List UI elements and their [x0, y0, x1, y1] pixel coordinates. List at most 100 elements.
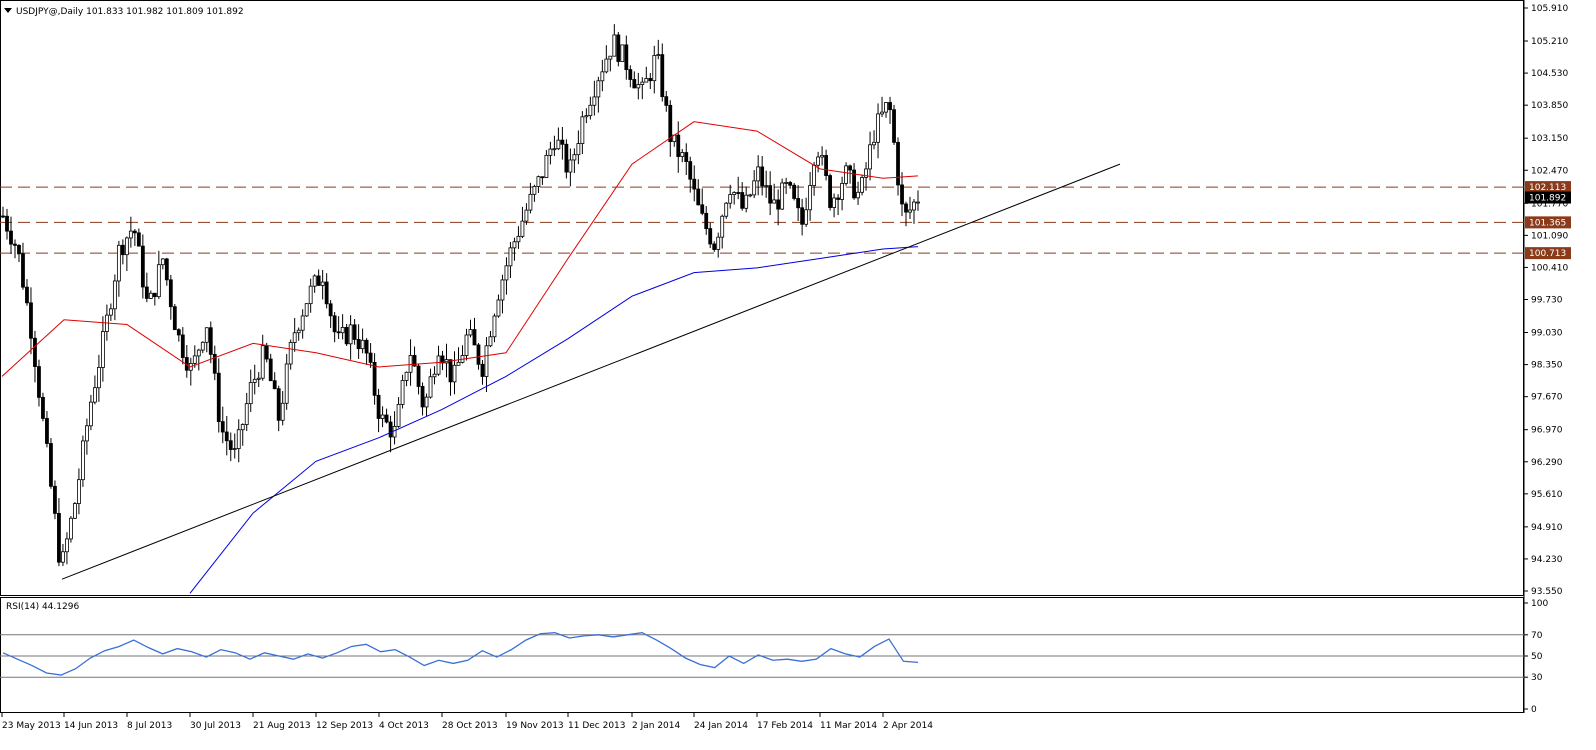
candle-body: [312, 275, 317, 287]
candle-body: [248, 382, 253, 405]
level-price-tag: 100.713: [1529, 249, 1566, 259]
candle-body: [100, 331, 105, 368]
candle-body: [736, 192, 741, 194]
candle: [81, 435, 85, 487]
candle-body: [372, 361, 377, 396]
candle: [668, 100, 673, 157]
candle: [57, 498, 61, 567]
time-tick-label: 21 Aug 2013: [253, 721, 311, 731]
rsi-header-text: RSI(14) 44.1296: [6, 602, 79, 612]
candle-body: [740, 192, 745, 209]
candle: [92, 375, 97, 405]
candle: [284, 354, 289, 410]
time-tick-label: 17 Feb 2014: [757, 721, 813, 731]
candle: [144, 272, 149, 303]
candle: [204, 327, 209, 353]
candle: [120, 239, 125, 265]
candle: [888, 96, 892, 124]
candle-body: [128, 230, 133, 239]
candle-body: [200, 341, 205, 351]
candle: [492, 313, 497, 343]
candle-body: [268, 358, 273, 382]
candle: [732, 191, 737, 205]
candle-body: [604, 58, 609, 73]
candle: [192, 345, 197, 368]
time-tick-label: 30 Jul 2013: [190, 721, 241, 731]
candle-body: [584, 115, 589, 118]
price-tick-label: 103.850: [1531, 101, 1568, 111]
rsi-tick-label: 50: [1531, 652, 1543, 662]
candle: [560, 126, 565, 160]
candle-body: [628, 69, 633, 80]
candle: [540, 176, 545, 185]
candle: [220, 406, 225, 444]
candle: [908, 196, 912, 220]
candle: [160, 258, 165, 270]
candle-body: [844, 165, 848, 184]
candle-body: [488, 336, 493, 347]
candle: [164, 257, 169, 286]
candle-body: [13, 243, 17, 246]
candle: [280, 391, 285, 426]
candle: [416, 363, 421, 395]
candle-body: [280, 402, 285, 421]
price-tags: 102.113 101.365 100.713 101.892: [1525, 181, 1571, 260]
candle: [428, 368, 433, 399]
time-tick-label: 19 Nov 2013: [506, 721, 564, 731]
candle-body: [324, 281, 329, 305]
candle: [620, 44, 625, 62]
candle-body: [432, 373, 437, 378]
candle-body: [828, 175, 832, 208]
candle-body: [560, 139, 565, 145]
price-tick-label: 101.770: [1531, 199, 1568, 209]
candle-body: [136, 232, 141, 247]
candle: [844, 162, 848, 186]
time-axis-labels: 23 May 2013 14 Jun 2013 8 Jul 2013 30 Jul 2…: [1, 713, 933, 731]
candle: [140, 234, 145, 299]
candle: [384, 408, 389, 424]
candle: [308, 278, 313, 313]
price-tick-label: 98.350: [1531, 361, 1563, 371]
candle-body: [824, 155, 829, 176]
candle-body: [892, 109, 896, 143]
candle: [17, 244, 21, 263]
candle-body: [320, 281, 325, 286]
candle: [232, 433, 237, 459]
candle-body: [704, 212, 709, 230]
candle-body: [532, 186, 537, 195]
candle: [516, 226, 521, 249]
candle: [532, 184, 537, 202]
candle: [568, 148, 573, 187]
candle: [520, 206, 525, 239]
candle-body: [544, 154, 549, 178]
candle-body: [140, 245, 145, 288]
candle: [456, 347, 461, 366]
candle: [748, 193, 753, 198]
candle: [472, 317, 477, 346]
candle-body: [57, 512, 61, 563]
candlesticks: [1, 24, 920, 567]
candle-body: [772, 199, 777, 204]
candle-body: [496, 299, 501, 317]
candle: [708, 222, 713, 249]
candle: [29, 287, 33, 355]
candle: [852, 163, 856, 200]
collapse-arrow-icon[interactable]: [4, 8, 12, 13]
candle-body: [37, 366, 41, 398]
candle: [420, 382, 425, 416]
time-tick-label: 14 Jun 2013: [64, 721, 118, 731]
candle-body: [600, 71, 605, 82]
candle-body: [284, 363, 289, 404]
candle: [344, 323, 349, 347]
candle: [528, 182, 533, 214]
candle-body: [776, 199, 781, 210]
candle: [128, 216, 133, 248]
candle-body: [568, 159, 573, 173]
candle-body: [352, 324, 357, 340]
candle-body: [340, 327, 345, 334]
moving-averages: [1, 121, 919, 594]
candle-body: [276, 388, 281, 421]
candle-body: [520, 220, 525, 237]
candle: [584, 108, 589, 124]
candle: [612, 24, 617, 57]
